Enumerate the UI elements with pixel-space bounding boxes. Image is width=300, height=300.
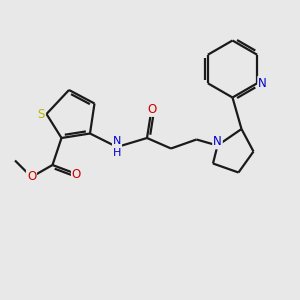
Text: O: O bbox=[27, 170, 36, 184]
Text: O: O bbox=[72, 167, 81, 181]
Text: N
H: N H bbox=[113, 136, 121, 158]
Text: N: N bbox=[258, 77, 267, 90]
Text: O: O bbox=[147, 103, 156, 116]
Text: S: S bbox=[38, 107, 45, 121]
Text: N: N bbox=[213, 135, 222, 148]
